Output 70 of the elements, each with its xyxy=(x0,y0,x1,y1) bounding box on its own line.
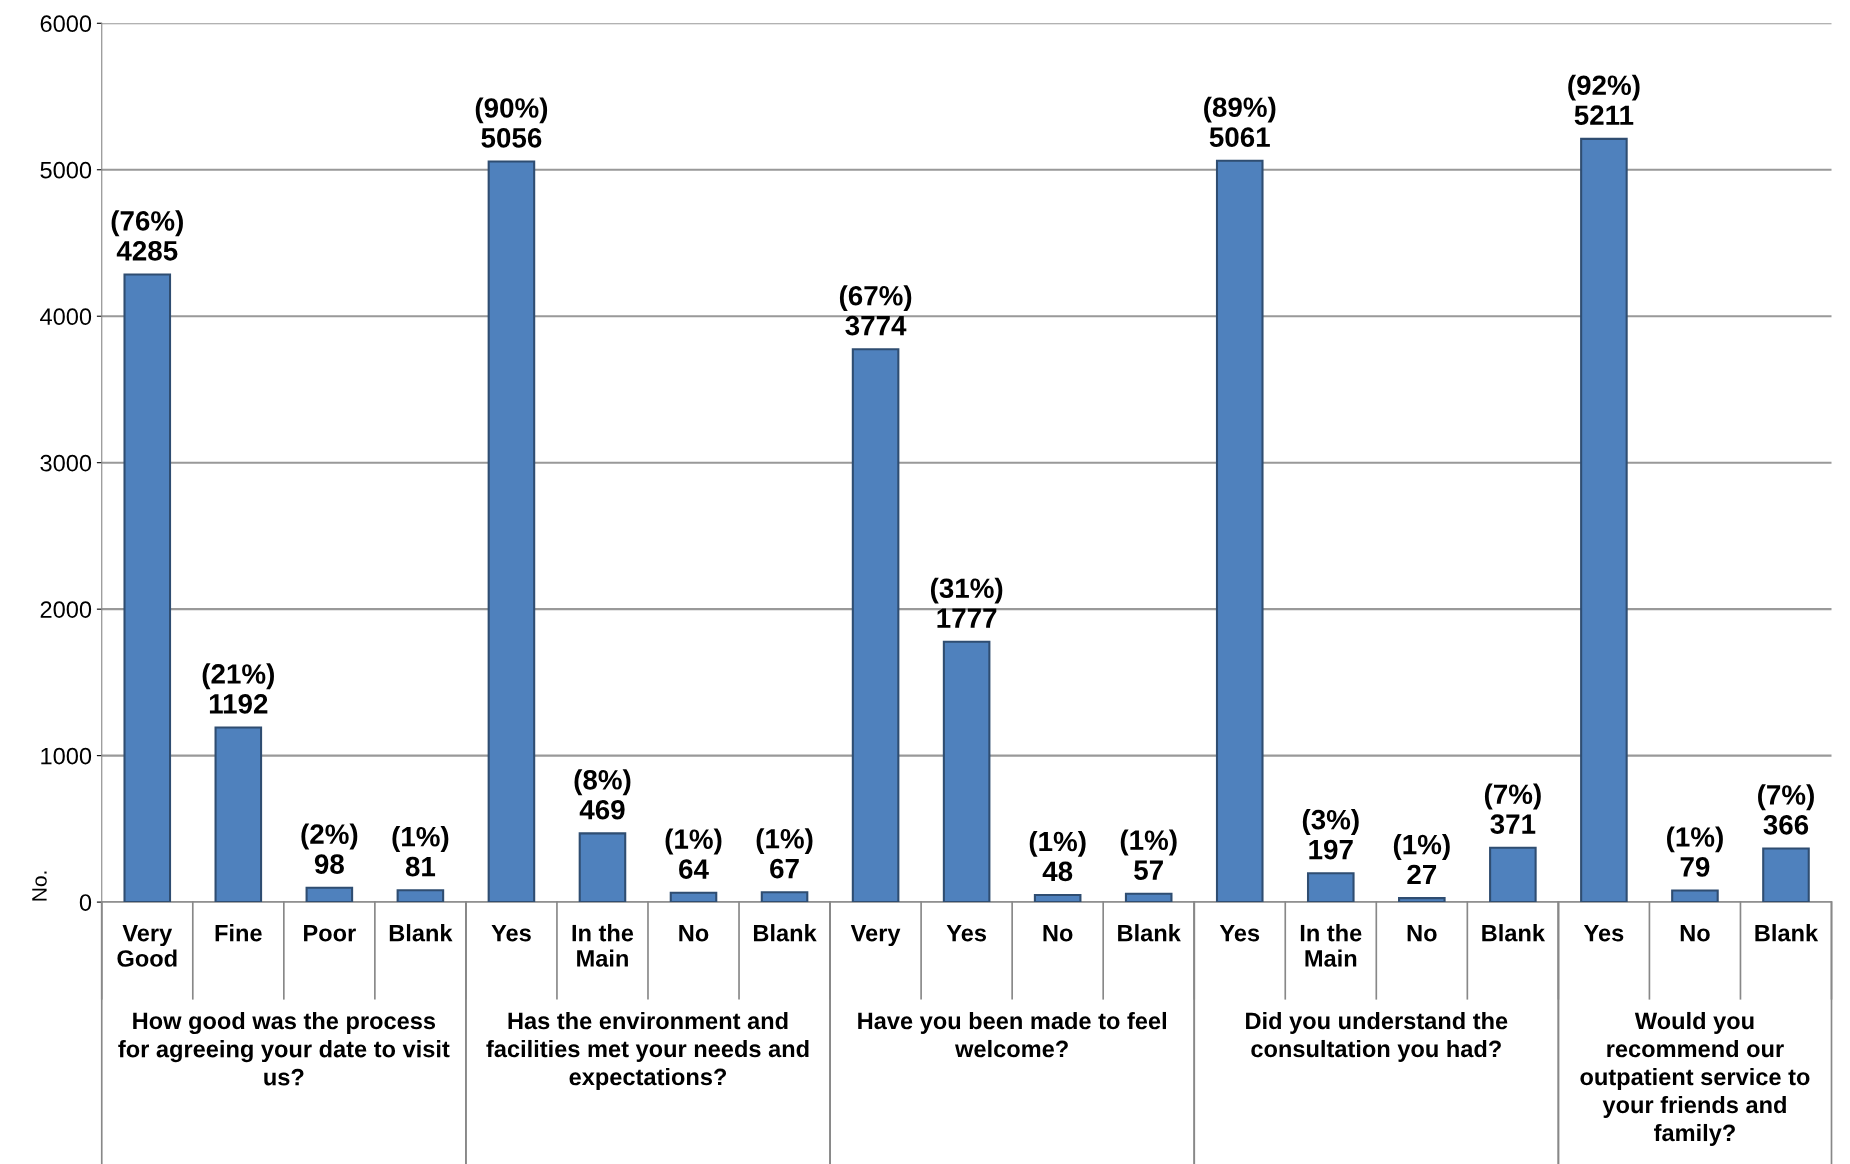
bar xyxy=(1671,889,1719,903)
x-tick-label: Blank xyxy=(1118,924,1181,942)
y-tick-label: 5000 xyxy=(40,161,92,179)
bar xyxy=(942,640,991,903)
y-tick-label: 2000 xyxy=(40,601,92,618)
x-tick-label: Very xyxy=(850,924,901,947)
x-tick-label: Very Good xyxy=(117,924,177,967)
bar xyxy=(760,891,809,903)
data-label: (7%) 366 xyxy=(1758,784,1814,835)
data-label: (67%) 3774 xyxy=(839,285,912,336)
data-label: (92%) 5211 xyxy=(1568,74,1640,126)
bar xyxy=(305,886,354,903)
x-tick-label: No xyxy=(679,924,709,942)
bar xyxy=(1215,159,1264,903)
bar xyxy=(1306,872,1355,903)
x-tick-label: No xyxy=(1680,924,1710,942)
x-tick-label: Poor xyxy=(304,924,356,942)
data-label: (76%) 4285 xyxy=(111,210,183,261)
x-tick-label: Yes xyxy=(1583,924,1624,942)
x-tick-label: No xyxy=(1407,924,1437,942)
x-tick-label: In the Main xyxy=(1300,924,1362,967)
data-label: (31%) 1777 xyxy=(930,577,1003,628)
data-label: (90%) 5056 xyxy=(475,97,548,148)
data-label: (1%) 67 xyxy=(756,828,813,879)
y-tick-label: 3000 xyxy=(40,454,92,472)
bar xyxy=(1489,846,1537,903)
data-label: (1%) 27 xyxy=(1393,834,1450,885)
data-label: (1%) 57 xyxy=(1120,829,1177,880)
x-tick-label: Blank xyxy=(1755,924,1819,942)
x-tick-label: Fine xyxy=(215,924,262,942)
x-tick-label: Yes xyxy=(1219,924,1260,942)
text: Has the environment and facilities met your needs and expectations? xyxy=(486,1011,809,1090)
bar xyxy=(396,889,445,903)
y-tick-label: 1000 xyxy=(41,747,92,765)
x-tick-label: No xyxy=(1043,924,1073,942)
data-label: (21%) 1192 xyxy=(202,663,274,714)
x-tick-label: Blank xyxy=(1482,924,1546,942)
data-label: (1%) 64 xyxy=(665,828,722,879)
bar xyxy=(1033,894,1082,903)
data-label: (8%) 469 xyxy=(574,769,631,820)
bar xyxy=(1580,137,1628,903)
text: How good was the process for agreeing your date to visit us? xyxy=(118,1011,450,1086)
y-tick-label: 4000 xyxy=(40,308,92,326)
data-label: (1%) 81 xyxy=(392,826,449,877)
x-tick-label: In the Main xyxy=(572,924,634,967)
y-tick-label: 6000 xyxy=(40,15,92,33)
data-label: (3%) 197 xyxy=(1302,809,1359,860)
x-tick-label: Yes xyxy=(491,924,531,942)
y-tick-label: 0 xyxy=(79,894,92,911)
text: Have you been made to feel welcome? xyxy=(858,1011,1166,1058)
bar xyxy=(669,891,718,903)
bar xyxy=(1124,892,1173,903)
data-label: (7%) 371 xyxy=(1484,783,1541,834)
text: Would you recommend our outpatient service to your friends and family? xyxy=(1580,1011,1810,1146)
bar xyxy=(1762,847,1810,903)
x-tick-label: Blank xyxy=(753,924,817,942)
bar xyxy=(1398,897,1446,903)
bar xyxy=(123,273,172,903)
text: Did you understand the consultation you had? xyxy=(1246,1011,1508,1062)
data-label: (1%) 79 xyxy=(1667,826,1723,877)
bar xyxy=(851,348,900,903)
x-tick-label: Blank xyxy=(389,924,453,942)
x-tick-label: Yes xyxy=(946,924,987,942)
data-label: (2%) 98 xyxy=(301,823,358,874)
data-label: (1%) 48 xyxy=(1029,830,1086,882)
data-label: (89%) 5061 xyxy=(1204,96,1276,147)
bar xyxy=(578,832,627,903)
bar xyxy=(487,160,536,903)
bar xyxy=(214,726,263,903)
y-axis-title: No. xyxy=(32,871,47,901)
